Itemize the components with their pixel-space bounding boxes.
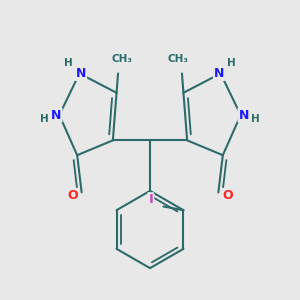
Text: N: N bbox=[76, 67, 86, 80]
Text: H: H bbox=[251, 114, 260, 124]
Text: N: N bbox=[51, 109, 62, 122]
Text: H: H bbox=[64, 58, 73, 68]
Text: I: I bbox=[148, 193, 153, 206]
Text: H: H bbox=[40, 114, 49, 124]
Text: N: N bbox=[214, 67, 224, 80]
Text: N: N bbox=[238, 109, 249, 122]
Text: CH₃: CH₃ bbox=[111, 54, 132, 64]
Text: O: O bbox=[68, 189, 78, 202]
Text: O: O bbox=[222, 189, 232, 202]
Text: H: H bbox=[227, 58, 236, 68]
Text: CH₃: CH₃ bbox=[168, 54, 189, 64]
